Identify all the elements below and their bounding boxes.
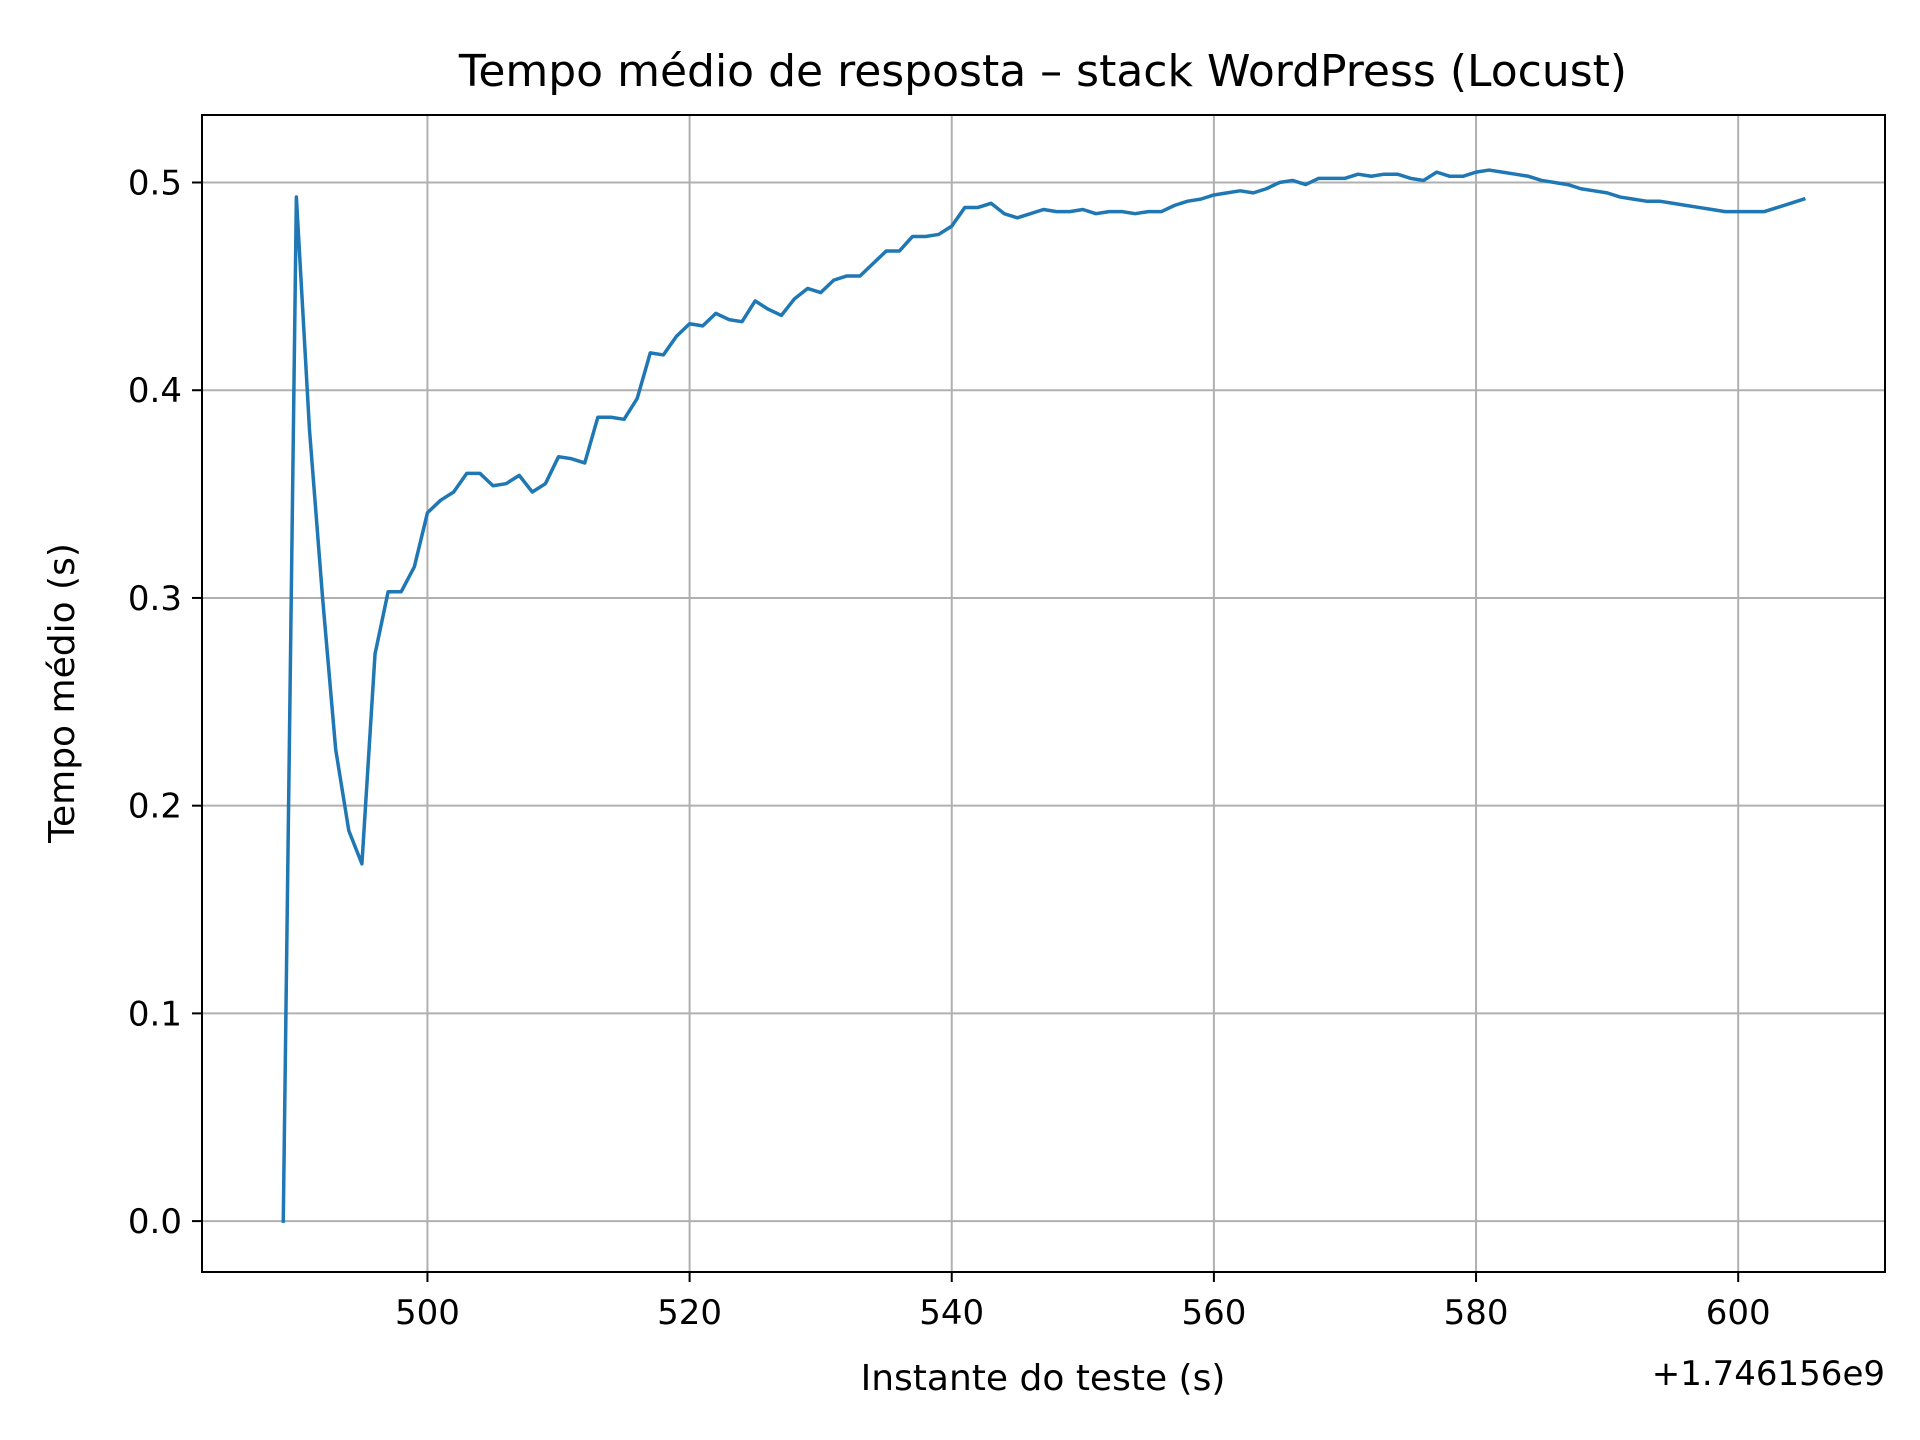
series-layer [281,168,1806,1223]
y-tick-label: 0.1 [128,994,182,1034]
y-tick-label: 0.4 [128,371,182,411]
x-tick-label: 580 [1444,1293,1509,1333]
x-tick-label: 540 [919,1293,984,1333]
y-tick-label: 0.2 [128,787,182,827]
x-axis-offset-label: +1.746156e9 [1652,1354,1885,1394]
y-tick-label: 0.5 [128,164,182,204]
y-tick-label: 0.3 [128,579,182,619]
x-axis-label: Instante do teste (s) [861,1358,1226,1399]
chart-title: Tempo médio de resposta – stack WordPres… [458,46,1627,97]
x-tick-label: 520 [657,1293,722,1333]
x-tick-label: 600 [1706,1293,1771,1333]
y-axis-label: Tempo médio (s) [42,543,83,844]
series-line [281,168,1806,1223]
x-tick-label: 500 [395,1293,460,1333]
grid-layer [202,115,1885,1272]
x-tick-label: 560 [1181,1293,1246,1333]
plot-frame [201,114,1886,1273]
tick-layer: 500 520 540 560 580 600 0.0 0.1 0.2 0.3 0.4 0.5 [128,164,1771,1333]
y-tick-label: 0.0 [128,1202,182,1242]
